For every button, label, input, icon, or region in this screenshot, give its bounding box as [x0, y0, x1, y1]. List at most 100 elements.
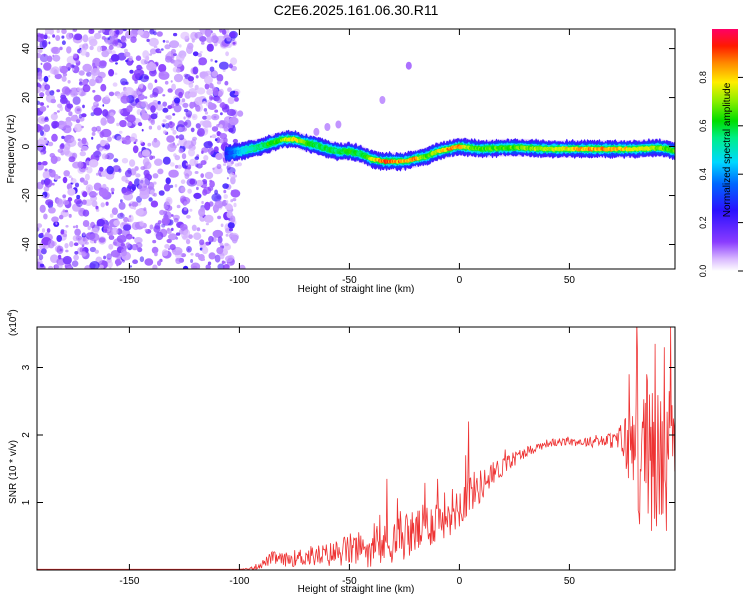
noise-speckle — [150, 200, 159, 208]
noise-speckle — [51, 120, 60, 129]
noise-speckle — [75, 224, 79, 229]
noise-speckle — [187, 164, 192, 170]
noise-speckle — [174, 88, 185, 97]
noise-speckle — [219, 252, 225, 260]
noise-speckle — [77, 87, 82, 92]
noise-speckle — [150, 113, 158, 120]
snr-y-multiplier: (x104) — [7, 309, 19, 336]
noise-speckle — [175, 257, 182, 265]
noise-speckle — [215, 152, 223, 160]
noise-speckle — [182, 265, 189, 269]
noise-speckle — [69, 241, 74, 248]
noise-speckle — [186, 45, 193, 54]
noise-speckle — [189, 158, 197, 167]
noise-speckle — [224, 80, 229, 86]
noise-speckle — [101, 170, 108, 177]
noise-speckle — [138, 122, 143, 127]
noise-speckle — [115, 29, 120, 35]
noise-speckle — [185, 238, 191, 245]
noise-speckle — [205, 264, 211, 269]
noise-speckle — [82, 84, 91, 93]
noise-speckle — [164, 44, 171, 50]
noise-speckle — [110, 187, 115, 193]
noise-speckle — [160, 48, 164, 51]
noise-speckle — [128, 203, 132, 207]
faint-point — [313, 127, 320, 136]
noise-speckle — [177, 164, 182, 169]
noise-speckle — [148, 37, 159, 47]
noise-speckle — [83, 180, 89, 186]
noise-speckle — [108, 45, 114, 50]
noise-speckle — [173, 104, 182, 113]
noise-speckle — [62, 194, 67, 199]
noise-speckle — [72, 68, 75, 71]
noise-speckle — [176, 204, 181, 209]
noise-speckle — [93, 150, 102, 158]
colorbar-ticks: 0.0 0.2 0.4 0.6 0.8 — [698, 71, 743, 277]
noise-speckle — [157, 168, 164, 175]
noise-speckle — [43, 75, 49, 83]
noise-speckle — [232, 41, 236, 45]
noise-speckle — [222, 163, 227, 166]
noise-speckle — [217, 236, 223, 244]
noise-speckle — [146, 62, 157, 72]
noise-speckle — [216, 131, 221, 137]
noise-speckle — [196, 186, 199, 191]
noise-speckle — [111, 207, 118, 215]
noise-speckle — [169, 184, 174, 188]
noise-speckle — [102, 104, 105, 107]
noise-speckle — [204, 111, 209, 115]
noise-speckle — [169, 244, 176, 251]
noise-speckle — [144, 96, 148, 99]
noise-speckle — [119, 120, 127, 128]
snr-y-label: SNR (10 * v/v) — [8, 440, 19, 504]
noise-speckle — [105, 95, 110, 100]
noise-speckle — [120, 95, 130, 104]
noise-speckle — [88, 78, 96, 87]
noise-speckle — [233, 202, 237, 208]
noise-speckle — [51, 133, 58, 142]
noise-speckle — [200, 160, 207, 166]
noise-speckle — [80, 48, 87, 56]
noise-speckle — [229, 172, 235, 178]
noise-speckle — [170, 80, 173, 83]
noise-speckle — [38, 49, 43, 54]
noise-speckle — [167, 143, 177, 153]
noise-speckle — [62, 200, 70, 206]
noise-speckle — [171, 48, 176, 54]
noise-speckle — [114, 40, 119, 45]
noise-speckle — [198, 208, 206, 217]
noise-speckle — [222, 264, 230, 269]
noise-speckle — [37, 116, 47, 124]
noise-speckle — [76, 119, 80, 124]
noise-speckle — [134, 79, 138, 84]
noise-speckle — [90, 68, 100, 76]
noise-speckle — [125, 59, 128, 63]
noise-speckle — [78, 81, 84, 86]
noise-speckle — [175, 232, 181, 236]
noise-speckle — [92, 89, 96, 93]
noise-speckle — [213, 146, 219, 153]
snr-x-label: Height of straight line (km) — [298, 584, 415, 595]
noise-speckle — [201, 246, 209, 255]
noise-speckle — [226, 108, 236, 117]
noise-speckle — [49, 90, 55, 96]
noise-speckle — [88, 29, 95, 34]
noise-speckle — [82, 191, 88, 198]
noise-speckle — [52, 54, 61, 62]
noise-speckle — [66, 103, 74, 109]
noise-speckle — [211, 134, 217, 139]
noise-speckle — [169, 162, 175, 167]
noise-speckle — [165, 40, 169, 44]
noise-speckle — [52, 34, 56, 38]
noise-speckle — [78, 113, 83, 119]
noise-speckle — [173, 153, 177, 158]
noise-speckle — [209, 180, 215, 188]
noise-speckle — [124, 51, 131, 58]
noise-speckle — [135, 173, 141, 178]
y-tick-label: -40 — [21, 237, 32, 252]
noise-speckle — [193, 232, 202, 240]
noise-speckle — [155, 231, 164, 241]
noise-speckle — [217, 215, 222, 220]
